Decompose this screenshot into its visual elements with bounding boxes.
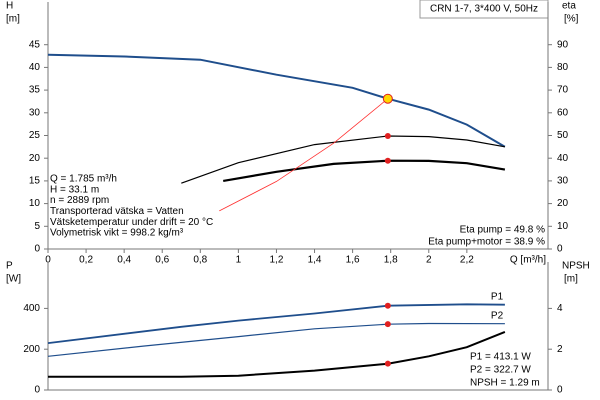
y2-axis-label: eta <box>562 1 576 12</box>
info-text: n = 2889 rpm <box>50 195 109 206</box>
curve <box>181 135 506 184</box>
x-tick-label: 2,2 <box>460 255 474 266</box>
y-tick-label: 200 <box>23 344 40 355</box>
operating-point <box>384 132 391 139</box>
value-label: P1 = 413.1 W <box>470 352 531 363</box>
y2-axis-unit: [%] <box>564 14 579 25</box>
curve <box>48 330 506 378</box>
info-text: Transporterad vätska = Vatten <box>50 206 184 217</box>
curve <box>223 159 506 182</box>
eta-label: Eta pump+motor = 38.9 % <box>428 237 545 248</box>
operating-point <box>382 93 393 104</box>
value-label: P2 = 322.7 W <box>470 365 531 376</box>
y-tick-label: 25 <box>29 130 41 141</box>
y2-tick-label: 20 <box>557 198 569 209</box>
operating-point <box>384 321 391 328</box>
y2-tick-label: 30 <box>557 176 569 187</box>
y-tick-label: 15 <box>29 176 41 187</box>
x-tick-label: 0,2 <box>79 255 93 266</box>
y-tick-label: 35 <box>29 85 41 96</box>
operating-point <box>384 302 391 309</box>
y-axis-unit: [W] <box>6 274 21 285</box>
curve <box>219 95 391 212</box>
y-axis-label: P <box>6 261 13 272</box>
operating-point <box>384 360 391 367</box>
y2-tick-label: 80 <box>557 62 569 73</box>
operating-point <box>384 157 391 164</box>
y-tick-label: 30 <box>29 107 41 118</box>
y-tick-label: 5 <box>34 221 40 232</box>
x-tick-label: 0,6 <box>155 255 169 266</box>
x-tick-label: 1,4 <box>308 255 322 266</box>
y-tick-label: 40 <box>29 62 41 73</box>
info-text: Vätsketemperatur under drift = 20 °C <box>50 217 213 228</box>
y2-tick-label: 0 <box>557 385 563 396</box>
y-tick-label: 10 <box>29 198 41 209</box>
curve-label: P1 <box>491 291 504 302</box>
eta-label: Eta pump = 49.8 % <box>460 225 545 236</box>
x-tick-label: 1,2 <box>270 255 284 266</box>
y-tick-label: 0 <box>34 385 40 396</box>
y2-axis-unit: [m] <box>564 274 578 285</box>
info-text: Volymetrisk vikt = 998.2 kg/m³ <box>50 228 184 239</box>
y2-tick-label: 50 <box>557 130 569 141</box>
curve <box>47 53 506 148</box>
y2-tick-label: 4 <box>557 303 563 314</box>
y-tick-label: 400 <box>23 303 40 314</box>
x-axis-label: Q [m³/h] <box>510 255 546 266</box>
x-tick-label: 2 <box>426 255 432 266</box>
x-tick-label: 1 <box>236 255 242 266</box>
x-tick-label: 0,4 <box>117 255 131 266</box>
x-tick-label: 1,6 <box>346 255 360 266</box>
curve-label: P2 <box>491 310 504 321</box>
y2-tick-label: 60 <box>557 107 569 118</box>
y-axis-unit: [m] <box>6 14 20 25</box>
y-tick-label: 0 <box>34 244 40 255</box>
x-tick-label: 1,8 <box>384 255 398 266</box>
y2-axis-label: NPSH <box>562 261 590 272</box>
y-tick-label: 20 <box>29 153 41 164</box>
y2-tick-label: 10 <box>557 221 569 232</box>
x-tick-label: 0 <box>45 255 51 266</box>
curve <box>47 322 505 357</box>
curve <box>47 303 505 344</box>
value-label: NPSH = 1.29 m <box>470 378 540 389</box>
y2-tick-label: 90 <box>557 39 569 50</box>
chart-title: CRN 1-7, 3*400 V, 50Hz <box>430 4 538 15</box>
y2-tick-label: 0 <box>557 244 563 255</box>
x-tick-label: 0,8 <box>193 255 207 266</box>
y-tick-label: 45 <box>29 39 41 50</box>
info-text: H = 33.1 m <box>50 184 99 195</box>
y2-tick-label: 70 <box>557 85 569 96</box>
y2-tick-label: 2 <box>557 344 563 355</box>
y2-tick-label: 40 <box>557 153 569 164</box>
y-axis-label: H <box>6 1 13 12</box>
info-text: Q = 1.785 m³/h <box>50 174 117 185</box>
